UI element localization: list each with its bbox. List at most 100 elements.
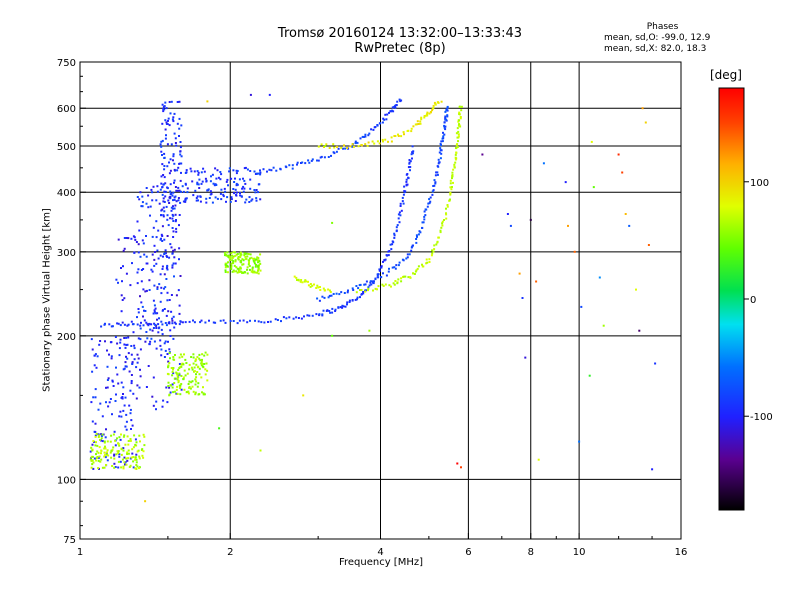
trace-point bbox=[378, 269, 381, 272]
trace-point bbox=[307, 159, 310, 162]
cluster-point bbox=[247, 263, 250, 266]
cluster-point bbox=[248, 201, 251, 203]
cluster-point bbox=[257, 269, 259, 272]
cluster-point bbox=[190, 381, 193, 384]
cluster-point bbox=[112, 446, 115, 449]
cluster-point bbox=[180, 171, 182, 174]
trace-point bbox=[363, 283, 366, 286]
cluster-point bbox=[160, 292, 163, 295]
cluster-point bbox=[118, 444, 121, 447]
trace-point bbox=[297, 278, 300, 281]
cluster-point bbox=[197, 173, 200, 176]
cluster-point bbox=[256, 271, 258, 274]
cluster-point bbox=[185, 169, 188, 172]
trace-point bbox=[442, 131, 444, 134]
cluster-point bbox=[192, 390, 195, 393]
cluster-point bbox=[242, 185, 245, 188]
cluster-point bbox=[117, 460, 120, 463]
cluster-point bbox=[153, 309, 156, 312]
cluster-point bbox=[234, 254, 237, 257]
cluster-point bbox=[240, 253, 243, 256]
cluster-point bbox=[225, 254, 228, 257]
trace-point bbox=[390, 140, 393, 143]
cluster-point bbox=[179, 393, 182, 396]
cluster-point bbox=[174, 220, 177, 223]
cluster-point bbox=[195, 199, 198, 202]
cluster-point bbox=[125, 428, 128, 431]
cluster-point bbox=[244, 182, 247, 185]
trace-point bbox=[417, 265, 420, 268]
cluster-point bbox=[121, 458, 124, 461]
trace-point bbox=[415, 241, 418, 244]
trace-point bbox=[199, 321, 202, 324]
trace-point bbox=[387, 270, 390, 273]
y-tick-label: 200 bbox=[57, 332, 76, 343]
cluster-point bbox=[241, 258, 244, 261]
cluster-point bbox=[155, 400, 158, 403]
cluster-point bbox=[259, 173, 262, 176]
cluster-point bbox=[226, 265, 228, 267]
trace-point bbox=[423, 116, 426, 119]
cluster-point bbox=[122, 465, 125, 468]
cluster-point bbox=[101, 415, 104, 418]
cluster-point bbox=[94, 434, 97, 437]
trace-point bbox=[181, 321, 184, 324]
trace-point bbox=[446, 115, 449, 118]
trace-point bbox=[411, 157, 413, 160]
cluster-point bbox=[155, 262, 158, 265]
cluster-point bbox=[129, 438, 132, 440]
cluster-point bbox=[155, 199, 158, 202]
scatter-point bbox=[481, 153, 484, 156]
trace-point bbox=[394, 135, 397, 137]
cluster-point bbox=[171, 370, 174, 373]
x-tick-label: 2 bbox=[227, 547, 233, 558]
cluster-point bbox=[202, 167, 205, 170]
cluster-point bbox=[239, 270, 242, 273]
cluster-point bbox=[138, 434, 141, 437]
cluster-point bbox=[200, 360, 203, 363]
cluster-point bbox=[224, 190, 227, 193]
cluster-point bbox=[207, 188, 210, 191]
cluster-point bbox=[246, 168, 249, 171]
cluster-point bbox=[173, 326, 176, 329]
cluster-point bbox=[149, 205, 152, 208]
cluster-point bbox=[157, 229, 160, 232]
trace-point bbox=[352, 145, 355, 148]
scatter-point bbox=[598, 276, 601, 279]
cluster-point bbox=[161, 268, 164, 270]
cluster-point bbox=[105, 452, 108, 455]
cluster-point bbox=[130, 380, 133, 382]
trace-point bbox=[410, 130, 413, 133]
trace-point bbox=[398, 98, 401, 101]
cluster-point bbox=[120, 447, 123, 450]
trace-point bbox=[184, 321, 187, 324]
cluster-point bbox=[161, 193, 164, 196]
cluster-point bbox=[206, 353, 209, 356]
cluster-point bbox=[236, 267, 239, 270]
cluster-point bbox=[169, 357, 171, 360]
cluster-point bbox=[252, 259, 255, 262]
cluster-point bbox=[226, 251, 229, 254]
cluster-point bbox=[201, 358, 203, 361]
trace-point bbox=[382, 117, 385, 120]
cluster-point bbox=[248, 268, 251, 271]
cluster-point bbox=[94, 396, 97, 399]
cluster-point bbox=[123, 367, 126, 370]
trace-point bbox=[437, 158, 440, 161]
trace-point bbox=[145, 321, 148, 324]
cluster-point bbox=[205, 180, 208, 183]
trace-point bbox=[432, 185, 435, 187]
trace-point bbox=[393, 236, 396, 239]
cluster-point bbox=[106, 449, 109, 452]
trace-point bbox=[332, 143, 335, 146]
trace-point bbox=[445, 217, 448, 220]
cluster-point bbox=[256, 256, 259, 259]
trace-point bbox=[456, 143, 459, 146]
trace-point bbox=[351, 145, 354, 148]
trace-point bbox=[275, 169, 278, 172]
cluster-point bbox=[230, 268, 233, 270]
x-tick-label: 10 bbox=[573, 547, 586, 558]
cluster-point bbox=[124, 396, 127, 399]
trace-point bbox=[377, 276, 379, 279]
cluster-point bbox=[161, 240, 164, 242]
